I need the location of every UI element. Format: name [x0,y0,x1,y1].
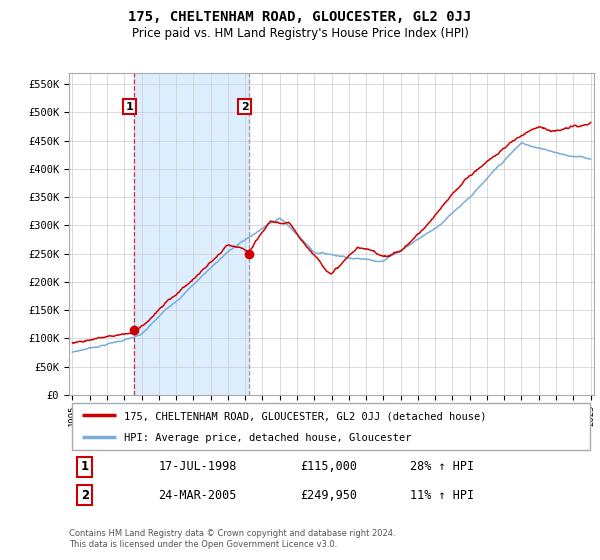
Text: Price paid vs. HM Land Registry's House Price Index (HPI): Price paid vs. HM Land Registry's House … [131,27,469,40]
Text: 17-JUL-1998: 17-JUL-1998 [158,460,236,473]
Text: 24-MAR-2005: 24-MAR-2005 [158,488,236,502]
Text: 1: 1 [125,101,133,111]
Text: Contains HM Land Registry data © Crown copyright and database right 2024.
This d: Contains HM Land Registry data © Crown c… [69,529,395,549]
Text: 28% ↑ HPI: 28% ↑ HPI [410,460,475,473]
Text: 11% ↑ HPI: 11% ↑ HPI [410,488,475,502]
FancyBboxPatch shape [71,403,590,450]
Text: 175, CHELTENHAM ROAD, GLOUCESTER, GL2 0JJ: 175, CHELTENHAM ROAD, GLOUCESTER, GL2 0J… [128,10,472,24]
Text: £115,000: £115,000 [300,460,357,473]
Text: 2: 2 [80,488,89,502]
Text: 2: 2 [241,101,248,111]
Bar [134,73,249,395]
Text: £249,950: £249,950 [300,488,357,502]
Text: 1: 1 [80,460,89,473]
Text: 175, CHELTENHAM ROAD, GLOUCESTER, GL2 0JJ (detached house): 175, CHELTENHAM ROAD, GLOUCESTER, GL2 0J… [124,411,487,421]
Text: HPI: Average price, detached house, Gloucester: HPI: Average price, detached house, Glou… [124,433,412,443]
